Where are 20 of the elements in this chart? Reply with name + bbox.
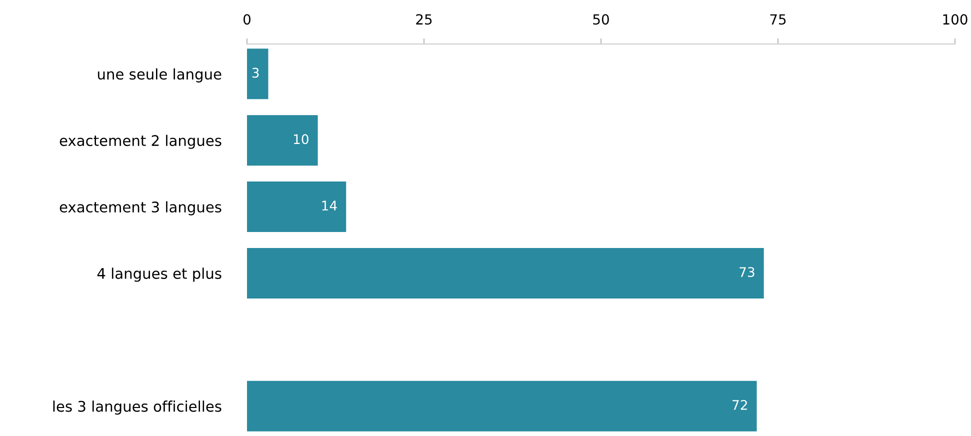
y-tick-label: exactement 3 langues [60,201,222,216]
data-label: 73 [740,267,754,278]
y-tick-label: les 3 langues officielles [53,400,222,415]
x-tick-label: 25 [416,14,432,25]
bar [247,48,268,100]
x-tick-label: 75 [770,14,786,25]
x-tick-label: 50 [593,14,609,25]
data-label: 10 [294,134,308,144]
data-label: 72 [732,400,747,410]
y-tick-label: une seule langue [98,68,222,82]
bar [247,248,764,298]
x-tick-label: 100 [943,14,968,25]
data-label: 3 [252,68,259,78]
y-tick-label: exactement 2 langues [60,134,222,149]
y-tick-label: 4 langues et plus [97,268,222,282]
bar [247,380,757,432]
data-label: 14 [322,200,337,210]
x-tick-label: 0 [243,14,250,25]
bar [247,115,318,166]
bar [247,182,346,232]
